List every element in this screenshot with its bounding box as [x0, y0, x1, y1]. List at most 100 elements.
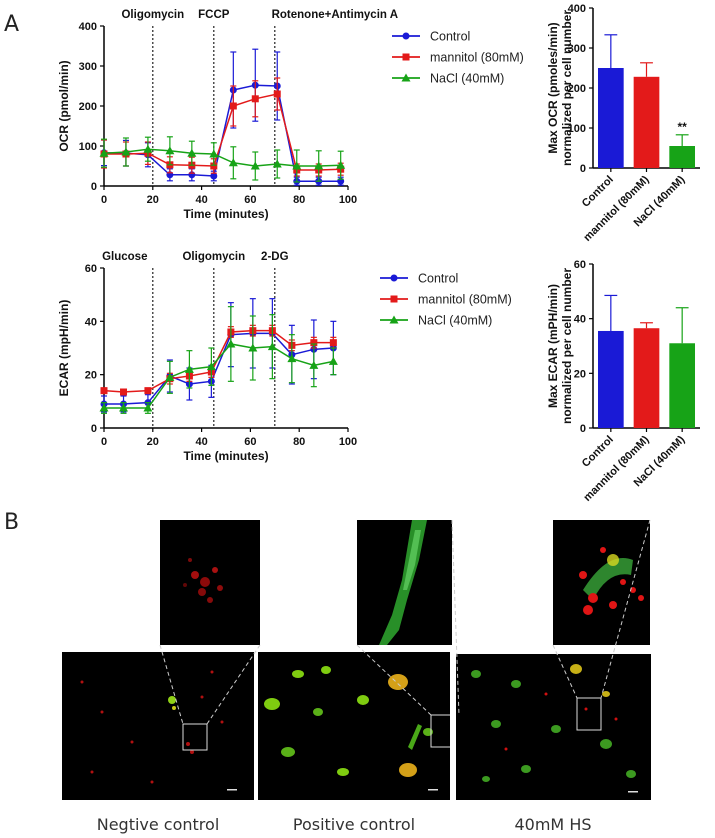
data-point: [165, 372, 175, 381]
legend-label-nacl-40mm: NaCl (40mM): [430, 72, 504, 86]
bar-control: [597, 68, 624, 168]
data-point: [273, 90, 281, 98]
series-nacl-40mm: [99, 306, 338, 414]
bar-mannitol-80mm: [633, 76, 660, 168]
data-point: [209, 149, 219, 158]
data-point: [336, 160, 346, 169]
y-axis-label-line1: Max OCR (pmoles/min): [546, 22, 560, 153]
y-axis-label-line2: normalized per cell number: [560, 10, 574, 166]
legend-marker: [390, 274, 398, 282]
x-tick-label: mannitol (80mM): [581, 173, 652, 244]
y-tick-label: 200: [568, 83, 586, 95]
data-point: [309, 360, 319, 369]
bar-control: [597, 330, 624, 428]
x-tick-label: 100: [339, 194, 357, 206]
panel-label-b: B: [4, 510, 20, 535]
legend-marker: [402, 32, 410, 40]
hs-zoom-image: [553, 520, 650, 645]
data-point: [119, 403, 129, 412]
positive-control-zoom-image: [357, 520, 452, 645]
y-tick-label: 100: [79, 141, 97, 153]
positive-control-caption: Positive control: [292, 815, 416, 834]
series-line-control: [104, 332, 334, 405]
y-tick-label: 100: [568, 123, 586, 135]
series-mannitol-80mm: [100, 324, 337, 396]
data-point: [206, 362, 216, 371]
x-tick-label: 0: [101, 194, 107, 206]
data-point: [310, 339, 318, 347]
injection-label: Oligomycin: [121, 9, 184, 21]
x-tick-label: 40: [195, 436, 207, 448]
legend-marker: [401, 73, 411, 82]
y-tick-label: 400: [568, 3, 586, 15]
bar-nacl-40mm: [669, 343, 696, 428]
series-control: [100, 48, 345, 186]
y-tick-label: 60: [574, 259, 586, 271]
series-line-mannitol-80mm: [104, 93, 341, 171]
x-tick-label: 80: [293, 436, 305, 448]
ecar-line-chart: 0 20 40 60 0 20 40 60 80 100 Time (minutes) ECAR (m…: [57, 251, 512, 463]
series-line-nacl-40mm: [104, 343, 334, 409]
x-axis-label: Time (minutes): [183, 207, 268, 221]
y-tick-label: 300: [79, 61, 97, 73]
y-axis-label: ECAR (mpH/min): [57, 300, 71, 397]
x-tick-label: 60: [244, 194, 256, 206]
series-nacl-40mm: [99, 136, 346, 183]
data-point: [121, 147, 131, 156]
injection-label: Rotenone+Antimycin A: [272, 9, 398, 21]
data-point: [99, 403, 109, 412]
y-axis-label-line2: normalized per cell number: [560, 268, 574, 424]
data-point: [100, 387, 108, 395]
x-tick-label: 20: [147, 436, 159, 448]
legend-marker: [390, 295, 398, 303]
y-tick-label: 20: [85, 370, 97, 382]
ocr-line-chart: 0 100 200 300 400 0 20 40 60 80 100 Time (minutes) O…: [57, 9, 524, 221]
injection-label: 2-DG: [261, 251, 289, 263]
data-point: [292, 161, 302, 170]
data-point: [99, 148, 109, 157]
data-point: [251, 95, 259, 103]
negative-control-image: [62, 652, 254, 800]
negative-control-caption: Negtive control: [96, 815, 220, 834]
data-point: [250, 161, 260, 170]
legend-marker: [402, 53, 410, 61]
positive-control-image: [258, 652, 450, 800]
panel-label-a: A: [4, 12, 20, 37]
y-axis-label-line1: Max ECAR (mPH/min): [546, 284, 560, 408]
x-tick-label: 40: [195, 194, 207, 206]
data-point: [210, 162, 218, 170]
x-tick-label: 80: [293, 194, 305, 206]
x-tick-label: Control: [580, 434, 616, 470]
injection-label: Glucose: [102, 251, 147, 263]
data-point: [210, 172, 218, 180]
series-line-nacl-40mm: [103, 148, 341, 167]
series-line-mannitol-80mm: [103, 329, 334, 393]
y-tick-label: 400: [79, 21, 97, 33]
data-point: [187, 148, 197, 157]
significance-label: **: [677, 120, 687, 134]
series-mannitol-80mm: [100, 77, 345, 177]
hs-image: [456, 654, 651, 800]
injection-label: FCCP: [198, 9, 230, 21]
bar-nacl-40mm: [669, 146, 696, 168]
data-point: [226, 339, 236, 348]
data-point: [143, 144, 153, 153]
y-axis-label: OCR (pmol/min): [57, 60, 71, 151]
legend-marker: [389, 315, 399, 324]
bar-mannitol-80mm: [633, 328, 660, 428]
data-point: [267, 342, 277, 351]
x-tick-label: mannitol (80mM): [581, 433, 652, 504]
series-line-control: [103, 84, 341, 182]
legend-label-nacl-40mm: NaCl (40mM): [418, 314, 492, 328]
data-point: [328, 356, 338, 365]
x-tick-label: 0: [101, 436, 107, 448]
legend-label-mannitol-80mm: mannitol (80mM): [418, 293, 512, 307]
y-tick-label: 0: [91, 423, 97, 435]
legend-label-control: Control: [418, 272, 458, 286]
y-tick-label: 300: [568, 43, 586, 55]
hs-caption: 40mM HS: [514, 815, 592, 834]
data-point: [248, 343, 258, 352]
data-point: [143, 403, 153, 412]
y-tick-label: 200: [79, 101, 97, 113]
